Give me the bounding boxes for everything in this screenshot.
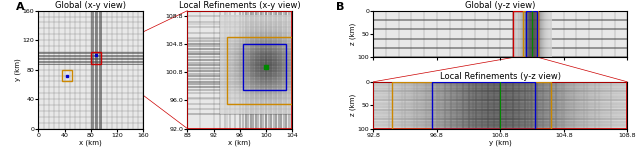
Title: Local Refinements (x-y view): Local Refinements (x-y view): [179, 1, 301, 10]
Bar: [243, 44, 285, 90]
X-axis label: y (km): y (km): [489, 139, 511, 146]
Bar: [227, 37, 292, 104]
X-axis label: x (km): x (km): [79, 139, 102, 146]
Title: Global (y-z view): Global (y-z view): [465, 1, 536, 10]
Bar: [62, 70, 72, 81]
Title: Global (x-y view): Global (x-y view): [55, 1, 126, 10]
Bar: [522, 11, 538, 58]
Text: B: B: [336, 2, 344, 11]
X-axis label: x (km): x (km): [228, 139, 251, 146]
Y-axis label: y (km): y (km): [15, 58, 21, 81]
Bar: [527, 11, 537, 58]
Title: Local Refinements (y-z view): Local Refinements (y-z view): [440, 72, 561, 81]
Text: A: A: [16, 2, 24, 11]
Bar: [432, 82, 535, 129]
Bar: [392, 82, 551, 129]
Bar: [513, 11, 538, 58]
Y-axis label: z (km): z (km): [349, 94, 356, 116]
Bar: [91, 52, 101, 64]
Y-axis label: z (km): z (km): [349, 23, 356, 45]
